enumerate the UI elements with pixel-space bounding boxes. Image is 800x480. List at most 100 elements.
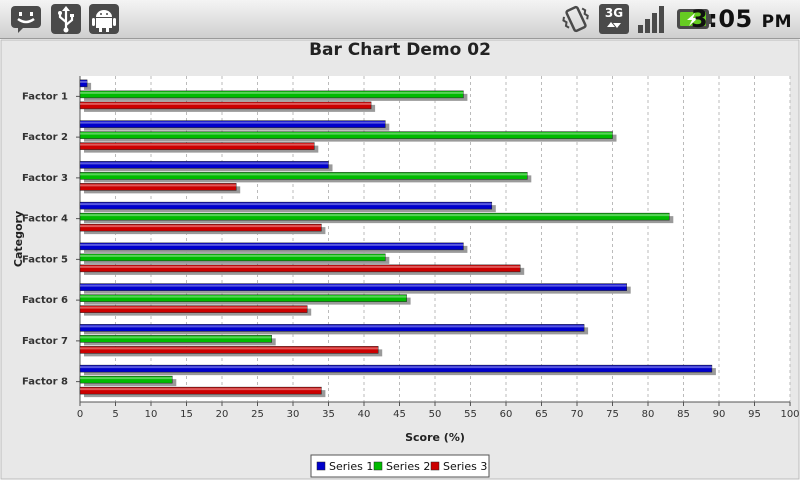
bar-series-1 [79,161,329,169]
x-tick-label: 90 [713,409,726,420]
bar-highlight [80,254,386,257]
bar-series-2 [79,253,386,262]
bar-shadow [84,82,92,90]
bar-highlight [80,121,386,124]
x-tick-label: 70 [571,409,584,420]
bar-highlight [80,347,379,350]
x-tick-label: 30 [287,409,300,420]
x-tick-label: 55 [464,409,477,420]
category-label: Factor 2 [22,132,68,143]
bar-series-3 [79,101,372,110]
vibrate-icon [562,5,589,33]
legend-label: Series 1 [329,460,373,473]
3g-data-icon: 3G [599,4,629,34]
bar-series-1 [79,324,585,332]
bar-series-2 [79,335,272,343]
category-label: Factor 7 [22,336,68,347]
bar-highlight [80,265,521,268]
x-axis-title: Score (%) [405,431,465,444]
legend-box [310,454,490,478]
x-tick-label: 35 [322,409,335,420]
x-tick-label: 45 [393,409,406,420]
x-tick-label: 85 [677,409,690,420]
bar-highlight [80,162,329,165]
bar-series-1 [79,201,493,210]
bar-highlight [80,184,237,187]
bar-series-3 [79,305,308,313]
smiley-notification-icon[interactable] [10,3,42,35]
battery-charging-icon [677,9,712,29]
x-tick-label: 25 [251,409,264,420]
bar-series-2 [79,294,407,302]
chart-title: Bar Chart Demo 02 [309,40,491,60]
x-tick-label: 40 [358,409,371,420]
bar-series-1 [79,283,627,291]
bar-series-2 [79,131,613,139]
signal-strength-icon [638,6,664,33]
android-debug-icon[interactable] [88,3,120,35]
bar-chart: Bar Chart Demo 02 0 5 10 15 20 25 30 35 40 45 50 55 6… [0,39,800,480]
category-label: Factor 1 [22,91,68,102]
bar-highlight [80,336,272,339]
category-label: Factor 8 [22,377,68,388]
usb-icon[interactable] [50,3,82,35]
chart-panel: Bar Chart Demo 02 0 5 10 15 20 25 30 35 40 45 50 55 6… [0,39,800,480]
bar-highlight [80,132,613,135]
bar-series-3 [79,183,237,191]
bar-series-2 [79,212,670,221]
bar-highlight [80,388,322,391]
bar-highlight [80,91,464,94]
bar-highlight [80,295,407,298]
category-label: Factor 4 [22,214,68,225]
bar-highlight [80,225,322,228]
bar-highlight [80,325,585,328]
status-bar: 3G 3:05 PM [0,0,800,39]
legend-swatch [316,461,326,471]
bar-highlight [80,243,464,246]
category-label: Factor 5 [22,254,68,265]
bar-series-2 [79,90,464,99]
x-tick-label: 50 [429,409,442,420]
bar-series-3 [79,386,322,395]
bar-series-2 [79,375,173,384]
status-clock: 3:05 PM [691,4,792,37]
x-tick-label: 100 [780,409,799,420]
bar-series-1 [79,242,464,251]
clock-time: 3:05 [691,5,753,33]
bar-series-1 [79,79,88,88]
x-tick-label: 95 [748,409,761,420]
x-tick-label: 60 [500,409,513,420]
legend-label: Series 3 [443,460,487,473]
x-tick-label: 80 [642,409,655,420]
bar-highlight [80,306,308,309]
x-tick-label: 20 [216,409,229,420]
bar-highlight [80,284,627,287]
bar-series-3 [79,142,315,150]
bar-highlight [80,143,315,146]
bar-highlight [80,377,173,380]
x-tick-label: 0 [77,409,83,420]
bar-series-3 [79,223,322,232]
category-label: Factor 3 [22,173,68,184]
legend-swatch [373,461,383,471]
x-tick-label: 10 [145,409,158,420]
bar-series-2 [79,172,528,180]
legend-label: Series 2 [386,460,430,473]
bar-highlight [80,214,670,217]
bar-series-1 [79,120,386,128]
x-tick-label: 75 [606,409,619,420]
y-axis-title: Category [12,211,25,267]
bar-highlight [80,102,372,105]
svg-text:3G: 3G [605,6,623,20]
bar-series-1 [79,364,713,373]
bar-highlight [80,366,712,369]
clock-ampm: PM [761,12,792,32]
category-label: Factor 6 [22,295,68,306]
x-tick-label: 15 [180,409,193,420]
bar-series-3 [79,346,379,354]
bar-highlight [80,80,88,83]
x-tick-label: 5 [112,409,118,420]
x-tick-label: 65 [535,409,548,420]
bar-highlight [80,203,492,206]
bar-series-3 [79,264,521,273]
